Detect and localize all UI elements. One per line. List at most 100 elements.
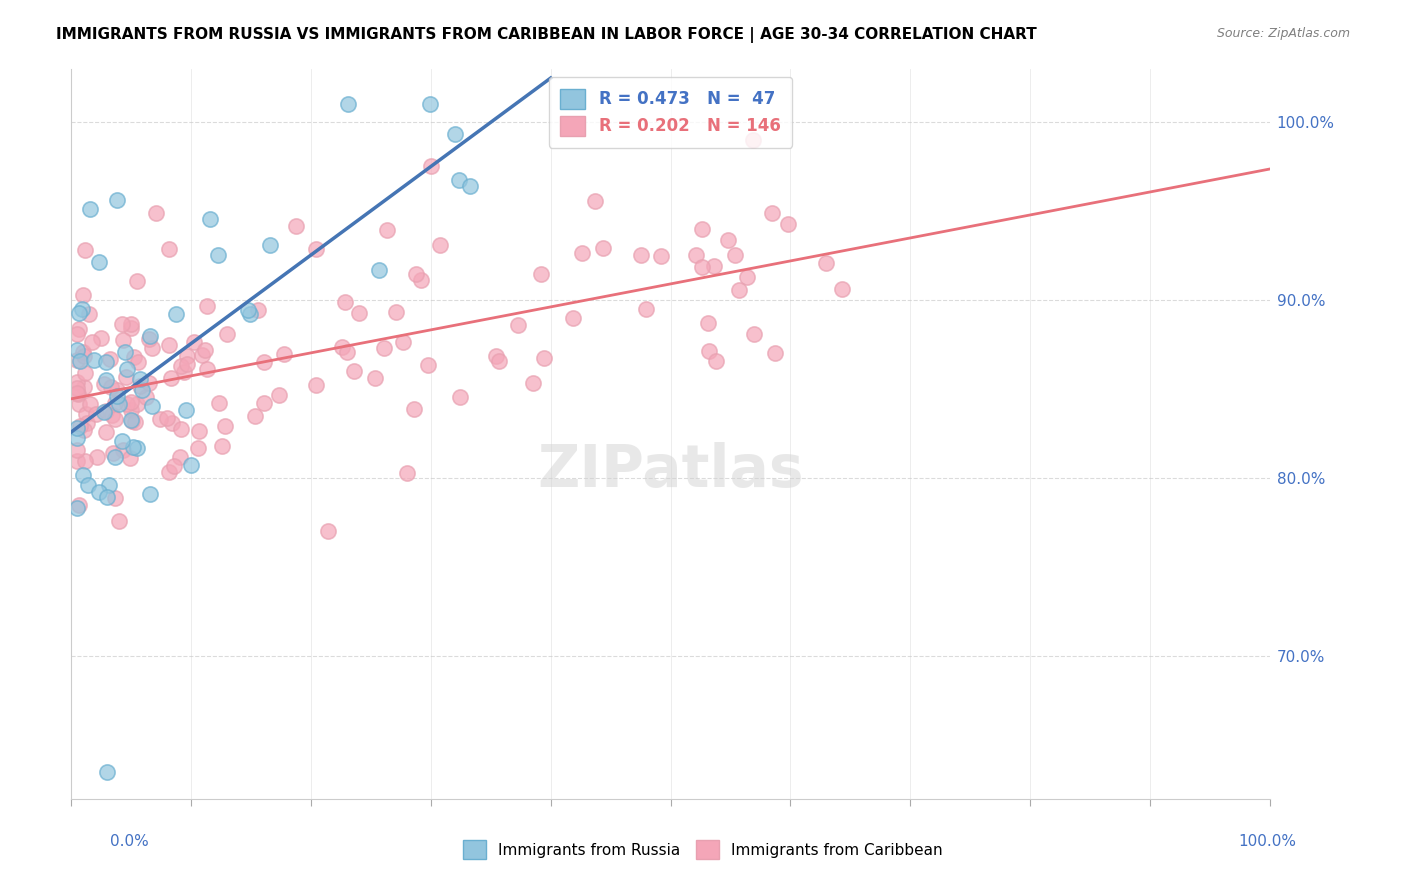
Point xyxy=(419,97,441,112)
Point xyxy=(650,249,672,263)
Point xyxy=(742,327,765,342)
Point xyxy=(195,362,218,376)
Point xyxy=(73,349,96,363)
Legend: R = 0.473   N =  47, R = 0.202   N = 146: R = 0.473 N = 47, R = 0.202 N = 146 xyxy=(548,77,793,147)
Point xyxy=(120,402,142,417)
Point xyxy=(138,332,160,346)
Point xyxy=(66,442,89,457)
Point xyxy=(458,179,481,194)
Point xyxy=(66,343,89,357)
Point xyxy=(101,408,124,422)
Point xyxy=(761,206,783,220)
Point xyxy=(562,311,585,326)
Point xyxy=(89,254,111,268)
Point xyxy=(160,417,183,431)
Point xyxy=(67,322,90,336)
Point xyxy=(94,355,117,369)
Point xyxy=(66,432,89,446)
Point xyxy=(396,466,419,480)
Point xyxy=(159,242,181,256)
Point xyxy=(75,454,97,468)
Point xyxy=(194,343,217,358)
Y-axis label: In Labor Force | Age 30-34: In Labor Force | Age 30-34 xyxy=(0,324,8,543)
Point xyxy=(98,352,121,367)
Text: 100.0%: 100.0% xyxy=(1239,834,1296,849)
Point xyxy=(73,423,96,437)
Point xyxy=(583,194,606,209)
Point xyxy=(72,344,94,359)
Point xyxy=(522,376,544,391)
Point xyxy=(191,348,214,362)
Point xyxy=(72,288,94,302)
Point xyxy=(80,334,103,349)
Point xyxy=(138,486,160,500)
Point xyxy=(571,246,593,260)
Point xyxy=(180,458,202,472)
Point xyxy=(347,306,370,320)
Point xyxy=(124,350,146,364)
Point xyxy=(66,501,89,516)
Point xyxy=(243,409,266,423)
Point xyxy=(69,419,91,434)
Point xyxy=(831,282,853,296)
Point xyxy=(145,205,167,219)
Point xyxy=(449,390,471,404)
Point xyxy=(488,354,510,368)
Point xyxy=(141,399,163,413)
Point xyxy=(195,299,218,313)
Point xyxy=(79,397,101,411)
Point xyxy=(157,466,180,480)
Point xyxy=(120,394,142,409)
Text: IMMIGRANTS FROM RUSSIA VS IMMIGRANTS FROM CARIBBEAN IN LABOR FORCE | AGE 30-34 C: IMMIGRANTS FROM RUSSIA VS IMMIGRANTS FRO… xyxy=(56,27,1038,43)
Point xyxy=(66,454,89,468)
Point xyxy=(174,403,197,417)
Point xyxy=(66,420,89,434)
Point xyxy=(724,248,747,262)
Point xyxy=(447,173,470,187)
Point xyxy=(444,128,467,142)
Point xyxy=(108,514,131,528)
Point xyxy=(90,331,112,345)
Point xyxy=(163,458,186,473)
Point xyxy=(111,443,134,458)
Point xyxy=(176,349,198,363)
Point xyxy=(138,329,160,343)
Point xyxy=(101,446,124,460)
Point xyxy=(211,440,233,454)
Point xyxy=(129,379,152,393)
Point xyxy=(121,414,143,428)
Point xyxy=(100,379,122,393)
Point xyxy=(284,219,307,233)
Point xyxy=(411,273,433,287)
Point xyxy=(259,237,281,252)
Point xyxy=(105,389,128,403)
Text: ZIPatlas: ZIPatlas xyxy=(537,442,804,499)
Point xyxy=(253,355,276,369)
Point xyxy=(183,334,205,349)
Point xyxy=(111,434,134,448)
Point xyxy=(104,396,127,410)
Point xyxy=(269,388,291,402)
Point xyxy=(131,383,153,397)
Point xyxy=(529,267,551,281)
Point xyxy=(485,349,508,363)
Point xyxy=(703,259,725,273)
Point xyxy=(336,344,359,359)
Point xyxy=(75,243,97,257)
Point xyxy=(96,404,118,418)
Point xyxy=(173,365,195,379)
Point xyxy=(169,450,191,464)
Point xyxy=(697,316,720,330)
Point xyxy=(188,425,211,439)
Point xyxy=(246,302,269,317)
Point xyxy=(111,317,134,331)
Point xyxy=(67,498,90,512)
Point xyxy=(727,283,749,297)
Point xyxy=(138,376,160,390)
Point xyxy=(385,304,408,318)
Point xyxy=(77,307,100,321)
Point xyxy=(128,372,150,386)
Point xyxy=(238,303,260,318)
Point xyxy=(253,395,276,409)
Point xyxy=(111,333,134,347)
